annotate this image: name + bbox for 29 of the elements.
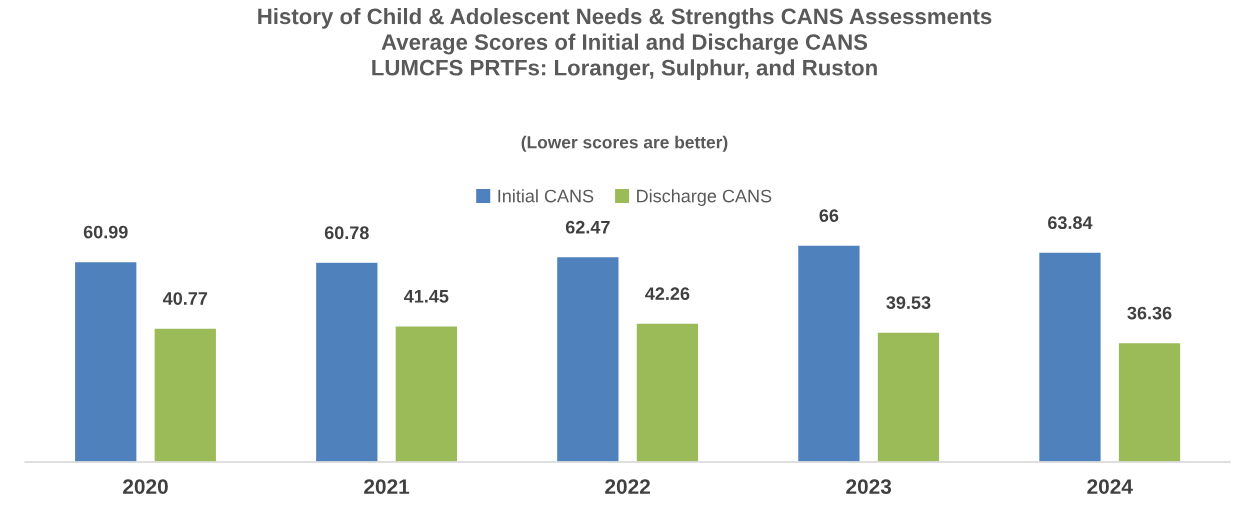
data-label: 66 <box>819 209 839 222</box>
legend-label: Discharge CANS <box>637 189 772 206</box>
bar <box>153 327 218 462</box>
x-tick-label: 2023 <box>846 479 892 494</box>
bar <box>796 244 861 462</box>
bar <box>635 322 700 462</box>
x-tick-label: 2021 <box>364 479 410 494</box>
chart-title: History of Child & Adolescent Needs & Strengths CANS Assessments Average Scores of Initial and Discharge CANS LUMCFS PRTFs: Loranger, Sulphur, and Ruston <box>258 7 992 81</box>
x-tick-label: 2022 <box>605 479 650 494</box>
data-label: 41.45 <box>404 290 449 303</box>
bar <box>314 261 379 462</box>
legend-label: Initial CANS <box>498 189 594 203</box>
data-label: 60.99 <box>83 225 128 239</box>
bar <box>1037 251 1102 462</box>
data-label: 40.77 <box>162 292 208 305</box>
data-label: 60.78 <box>324 226 369 240</box>
x-tick-label: 2024 <box>1087 479 1133 494</box>
bar <box>555 255 620 462</box>
bar <box>73 260 138 462</box>
bar <box>394 325 459 462</box>
bar <box>876 331 941 462</box>
data-label: 62.47 <box>565 220 610 234</box>
data-label: 36.36 <box>1127 306 1172 320</box>
chart-subtitle: (Lower scores are better) <box>521 135 728 152</box>
data-label: 39.53 <box>886 296 931 310</box>
x-tick-label: 2020 <box>123 479 168 494</box>
bar <box>1117 341 1182 462</box>
data-label: 63.84 <box>1048 216 1093 230</box>
data-label: 42.26 <box>645 287 690 301</box>
